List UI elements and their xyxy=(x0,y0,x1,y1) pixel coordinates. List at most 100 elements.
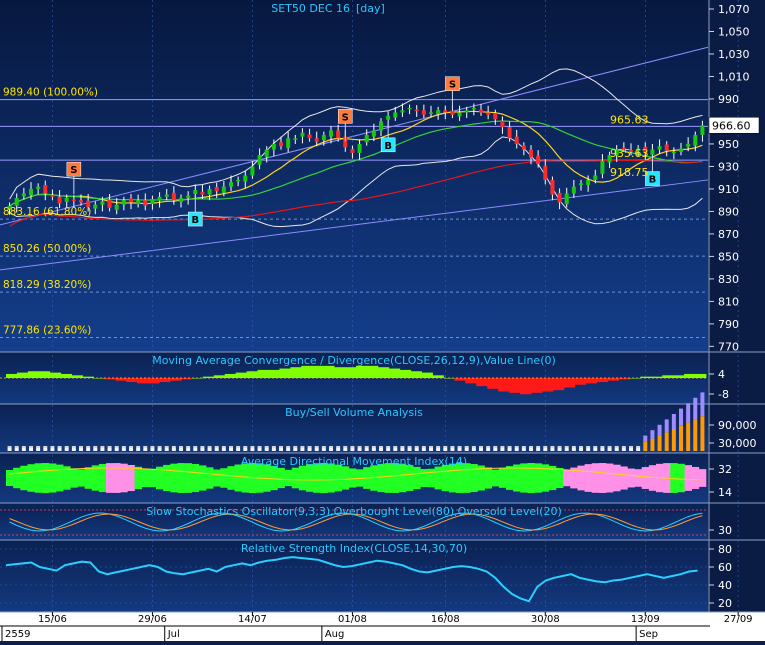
macd-bar xyxy=(93,378,105,379)
adx-band xyxy=(506,466,514,490)
adx-band xyxy=(291,467,300,489)
volume-buy-bar xyxy=(271,448,276,451)
volume-sell-bar xyxy=(614,446,619,448)
candle-body xyxy=(121,200,126,205)
candle-body xyxy=(414,109,419,112)
volume-buy-bar xyxy=(457,448,462,451)
macd-bar xyxy=(159,378,171,383)
candle-body xyxy=(507,127,512,139)
y-tick-label: 930 xyxy=(718,160,739,173)
macd-bar xyxy=(82,376,94,378)
chart-title: SET50 DEC 16 xyxy=(271,2,350,15)
candle-body xyxy=(286,138,291,148)
adx-band xyxy=(591,463,600,493)
volume-buy-bar xyxy=(250,448,255,451)
candle-body xyxy=(693,134,698,146)
adx-band xyxy=(20,465,28,491)
adx-band xyxy=(491,469,500,487)
adx-band xyxy=(313,463,321,493)
volume-buy-bar xyxy=(414,448,419,451)
macd-bar xyxy=(137,378,149,384)
candle-body xyxy=(643,146,648,153)
adx-band xyxy=(634,469,643,487)
ma-green xyxy=(9,120,703,207)
candle-body xyxy=(450,110,455,115)
macd-bar xyxy=(629,378,641,379)
macd-bar xyxy=(27,371,40,378)
signal-label: S xyxy=(70,165,77,176)
indicator-title: Relative Strength Index(CLOSE,14,30,70) xyxy=(241,542,467,555)
candle-body xyxy=(443,110,448,113)
adx-band xyxy=(527,463,535,493)
volume-buy-bar xyxy=(557,448,562,451)
volume-buy-bar xyxy=(571,448,576,451)
candle-body xyxy=(543,165,548,180)
adx-band xyxy=(91,465,100,491)
volume-sell-bar xyxy=(436,446,441,448)
macd-bar xyxy=(673,375,685,378)
candle-body xyxy=(86,200,91,207)
volume-sell-bar xyxy=(343,446,348,448)
volume-sell-bar xyxy=(564,446,569,448)
y-tick-label: 20 xyxy=(718,597,732,610)
adx-band xyxy=(298,465,307,491)
volume-buy-bar xyxy=(400,448,405,451)
adx-band xyxy=(6,470,14,486)
adx-band xyxy=(220,468,228,488)
volume-buy-bar xyxy=(100,448,105,451)
volume-buy-bar xyxy=(293,448,298,451)
indicator-title: Slow Stochastics Oscillator(9,3,3),Overb… xyxy=(146,505,562,518)
adx-band xyxy=(584,464,593,492)
candle-body xyxy=(457,112,462,117)
x-tick-label: 15/06 xyxy=(38,614,67,625)
candle-body xyxy=(7,205,12,210)
volume-buy-bar xyxy=(379,448,383,451)
volume-buy-bar xyxy=(157,448,162,451)
volume-buy-bar xyxy=(686,422,691,451)
macd-bar xyxy=(574,378,587,385)
period-label: Aug xyxy=(325,629,345,640)
stoch-k-line xyxy=(9,512,703,532)
volume-sell-bar xyxy=(657,424,662,436)
volume-buy-bar xyxy=(14,448,19,451)
candle-body xyxy=(114,204,119,210)
x-tick-label: 01/08 xyxy=(338,614,367,625)
y-tick-label: 910 xyxy=(718,183,739,196)
y-tick-label: 4 xyxy=(718,368,725,381)
adx-band xyxy=(577,465,585,491)
macd-bar xyxy=(399,369,412,378)
volume-buy-bar xyxy=(279,448,283,451)
volume-buy-bar xyxy=(443,448,448,451)
candle-body xyxy=(36,186,41,189)
volume-sell-bar xyxy=(500,446,505,448)
volume-sell-bar xyxy=(607,446,612,448)
volume-sell-bar xyxy=(143,446,148,448)
candle-body xyxy=(271,143,276,150)
adx-band xyxy=(377,463,385,493)
period-label: 2559 xyxy=(5,629,30,640)
indicator-title: Moving Average Convergence / Divergence(… xyxy=(152,354,556,367)
macd-bar xyxy=(202,376,215,378)
candle-body xyxy=(93,204,98,209)
macd-bar xyxy=(552,378,565,391)
y-tick-label: 830 xyxy=(718,273,739,286)
volume-sell-bar xyxy=(493,446,498,448)
x-tick-label: 13/09 xyxy=(631,614,660,625)
macd-bar xyxy=(49,372,62,378)
volume-sell-bar xyxy=(107,446,112,448)
candle-body xyxy=(429,112,433,114)
y-tick-label: 30,000 xyxy=(718,437,757,450)
sell-signal-box xyxy=(66,161,82,177)
volume-sell-bar xyxy=(300,446,305,448)
volume-sell-bar xyxy=(293,446,298,448)
candle-body xyxy=(564,193,569,205)
volume-sell-bar xyxy=(150,446,155,448)
macd-bar xyxy=(213,375,226,378)
volume-sell-bar xyxy=(371,446,376,448)
candle-body xyxy=(486,112,491,115)
volume-buy-bar xyxy=(507,448,512,451)
adx-band xyxy=(320,463,328,493)
macd-bar xyxy=(246,371,258,378)
adx-band xyxy=(106,463,114,493)
